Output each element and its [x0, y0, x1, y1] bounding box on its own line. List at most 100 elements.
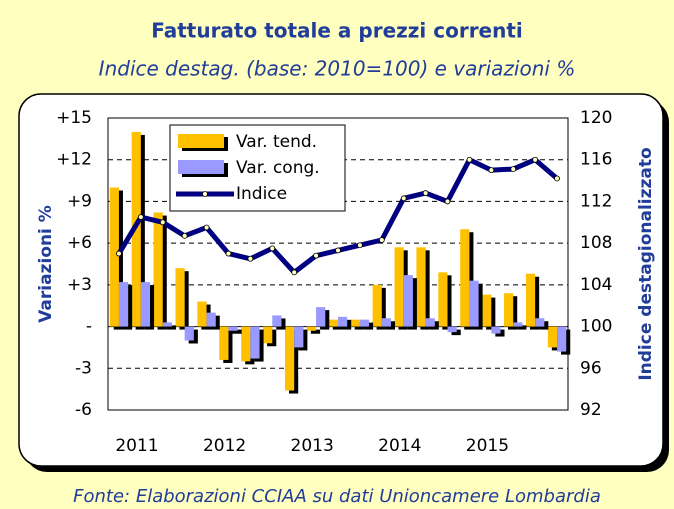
line-marker — [466, 156, 473, 163]
bar — [206, 312, 216, 327]
bar — [425, 318, 435, 327]
bar — [175, 268, 185, 327]
y-tick-label: +6 — [67, 233, 92, 253]
bar — [482, 294, 492, 327]
bar — [109, 187, 119, 327]
bar — [328, 319, 338, 327]
y2-tick-label: 116 — [580, 150, 612, 170]
bar-shadow — [517, 325, 527, 330]
bar-shadow — [310, 329, 321, 334]
y2-tick-label: 108 — [580, 233, 612, 253]
plot-frame — [107, 117, 569, 411]
bar — [140, 282, 151, 327]
bar — [547, 326, 558, 348]
bar — [228, 326, 238, 331]
legend-label: Indice — [236, 184, 287, 204]
legend-label: Var. cong. — [236, 158, 320, 178]
bar — [118, 282, 129, 327]
bar-shadow — [166, 325, 176, 330]
bar — [491, 326, 501, 334]
bar — [263, 326, 273, 344]
bar — [153, 212, 163, 327]
legend-swatch — [178, 134, 224, 148]
source-note: Fonte: Elaborazioni CCIAA su dati Unionc… — [73, 486, 601, 507]
bar — [525, 273, 536, 327]
bar — [504, 293, 514, 327]
y-axis-title: Variazioni % — [36, 205, 56, 323]
line-marker — [510, 166, 517, 173]
bar — [162, 322, 172, 327]
x-tick-label: 2013 — [291, 436, 334, 456]
bar — [306, 326, 317, 331]
y2-tick-label: 92 — [580, 400, 602, 420]
x-tick-label: 2011 — [115, 436, 158, 456]
line-marker — [116, 250, 122, 257]
bar — [219, 326, 229, 360]
y2-tick-label: 112 — [580, 191, 612, 211]
x-tick-label: 2012 — [203, 436, 246, 456]
bar — [350, 319, 360, 327]
y-tick-label: -3 — [75, 358, 92, 378]
bar — [469, 280, 479, 327]
legend-swatch — [178, 160, 224, 174]
y-tick-label: +3 — [67, 275, 92, 295]
line-marker — [269, 245, 276, 252]
chart-subtitle: Indice destag. (base: 2010=100) e variaz… — [99, 57, 576, 81]
line-marker — [488, 167, 495, 174]
line-marker — [357, 242, 363, 249]
line-marker — [532, 156, 539, 163]
bar — [284, 326, 295, 391]
bar — [197, 301, 207, 327]
bar — [359, 319, 370, 327]
line-marker — [422, 190, 429, 196]
bar — [272, 315, 282, 327]
y-tick-label: +9 — [67, 191, 92, 211]
line-marker — [137, 214, 144, 220]
bar — [294, 326, 304, 348]
line-marker — [378, 237, 385, 243]
legend-swatch-marker — [202, 191, 208, 197]
bar — [447, 326, 457, 333]
x-tick-label: 2014 — [378, 436, 421, 456]
legend-label: Var. tend. — [236, 132, 317, 152]
line-marker — [335, 247, 341, 254]
bar — [184, 326, 194, 341]
bar — [394, 247, 404, 327]
line-marker — [225, 250, 232, 257]
y-tick-label: +15 — [56, 108, 92, 128]
line-marker — [291, 269, 298, 276]
y-tick-label: - — [86, 317, 92, 337]
bar — [241, 326, 251, 362]
bar — [557, 326, 567, 352]
y-tick-label: +12 — [56, 150, 92, 170]
line-marker — [203, 224, 210, 231]
line-marker — [159, 219, 166, 226]
bar — [403, 275, 413, 327]
bar — [535, 318, 545, 327]
bar-shadow — [451, 329, 461, 336]
bar — [438, 272, 448, 327]
line-marker — [554, 175, 560, 182]
y2-tick-label: 104 — [580, 275, 612, 295]
y2-tick-label: 120 — [580, 108, 612, 128]
bar — [416, 247, 426, 327]
bar — [250, 326, 260, 359]
bar — [381, 318, 392, 327]
y2-tick-label: 100 — [580, 317, 612, 337]
bar — [513, 322, 523, 327]
bar — [372, 284, 382, 327]
line-marker — [247, 255, 254, 262]
line-marker — [400, 195, 407, 202]
y2-tick-label: 96 — [580, 358, 602, 378]
y2-axis-title: Indice destagionalizzato — [636, 147, 656, 380]
bar — [316, 307, 326, 327]
line-marker — [181, 232, 188, 239]
line-marker — [313, 252, 319, 259]
bar — [460, 229, 470, 327]
y-tick-label: -6 — [75, 400, 92, 420]
chart-title: Fatturato totale a prezzi correnti — [151, 19, 523, 43]
x-tick-label: 2015 — [466, 436, 509, 456]
bar-shadow — [232, 329, 242, 334]
bar — [338, 316, 348, 327]
